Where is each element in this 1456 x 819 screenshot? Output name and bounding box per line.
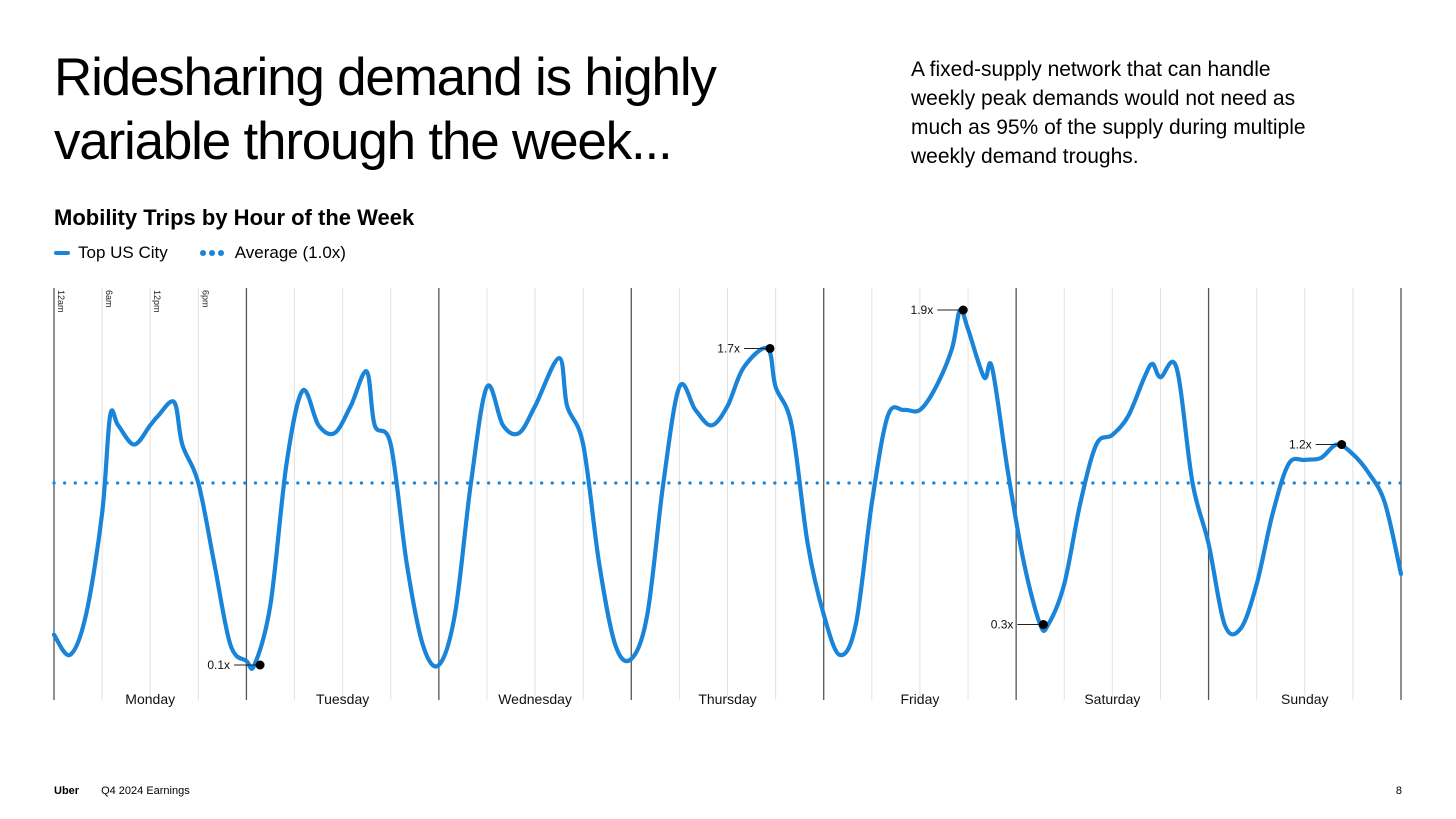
legend-dots-swatch: [199, 250, 227, 256]
annotation-point: [958, 305, 968, 315]
annotation-label: 1.9x: [911, 303, 934, 317]
day-label: Sunday: [1281, 691, 1328, 707]
day-label: Saturday: [1084, 691, 1140, 707]
hour-tick-label: 6pm: [200, 290, 210, 308]
subcopy-line-3: much as 95% of the supply during multipl…: [911, 116, 1306, 139]
day-label: Tuesday: [316, 691, 369, 707]
headline-line-1: Ridesharing demand is highly: [54, 48, 717, 107]
legend-label-top-us-city: Top US City: [78, 243, 168, 262]
annotation-label: 1.7x: [717, 341, 740, 355]
day-label: Friday: [900, 691, 939, 707]
annotation-label: 1.2x: [1289, 438, 1312, 452]
annotation-label: 0.1x: [207, 658, 230, 672]
chart-legend: Top US City Average (1.0x): [54, 243, 378, 263]
page-title: Ridesharing demand is highly variable th…: [54, 46, 834, 174]
annotation-point: [765, 343, 775, 353]
hour-tick-label: 12pm: [152, 290, 162, 313]
subcopy-line-4: weekly demand troughs.: [911, 145, 1139, 168]
subcopy-line-2: weekly peak demands would not need as: [911, 87, 1296, 110]
footer-brand: Uber: [54, 785, 80, 797]
annotation-point: [1038, 620, 1048, 630]
footer-report: Q4 2024 Earnings: [101, 785, 190, 797]
legend-line-swatch: [54, 251, 70, 255]
annotation-point: [1337, 440, 1347, 450]
footer: Uber Q4 2024 Earnings: [54, 785, 190, 797]
legend-label-average: Average (1.0x): [234, 243, 346, 262]
chart-title: Mobility Trips by Hour of the Week: [54, 205, 415, 230]
day-label: Thursday: [698, 691, 756, 707]
hour-tick-label: 12am: [56, 290, 66, 313]
day-label: Monday: [125, 691, 175, 707]
day-label: Wednesday: [498, 691, 572, 707]
legend-item-top-us-city: Top US City: [54, 243, 168, 263]
annotation-label: 0.3x: [991, 618, 1014, 632]
subcopy-line-1: A fixed-supply network that can handle: [911, 58, 1271, 81]
annotation-point: [255, 660, 265, 670]
subcopy: A fixed-supply network that can handle w…: [911, 55, 1391, 171]
hour-tick-label: 6am: [104, 290, 114, 308]
legend-item-average: Average (1.0x): [199, 243, 346, 263]
page-number: 8: [1395, 785, 1402, 797]
headline-line-2: variable through the week...: [54, 112, 673, 171]
